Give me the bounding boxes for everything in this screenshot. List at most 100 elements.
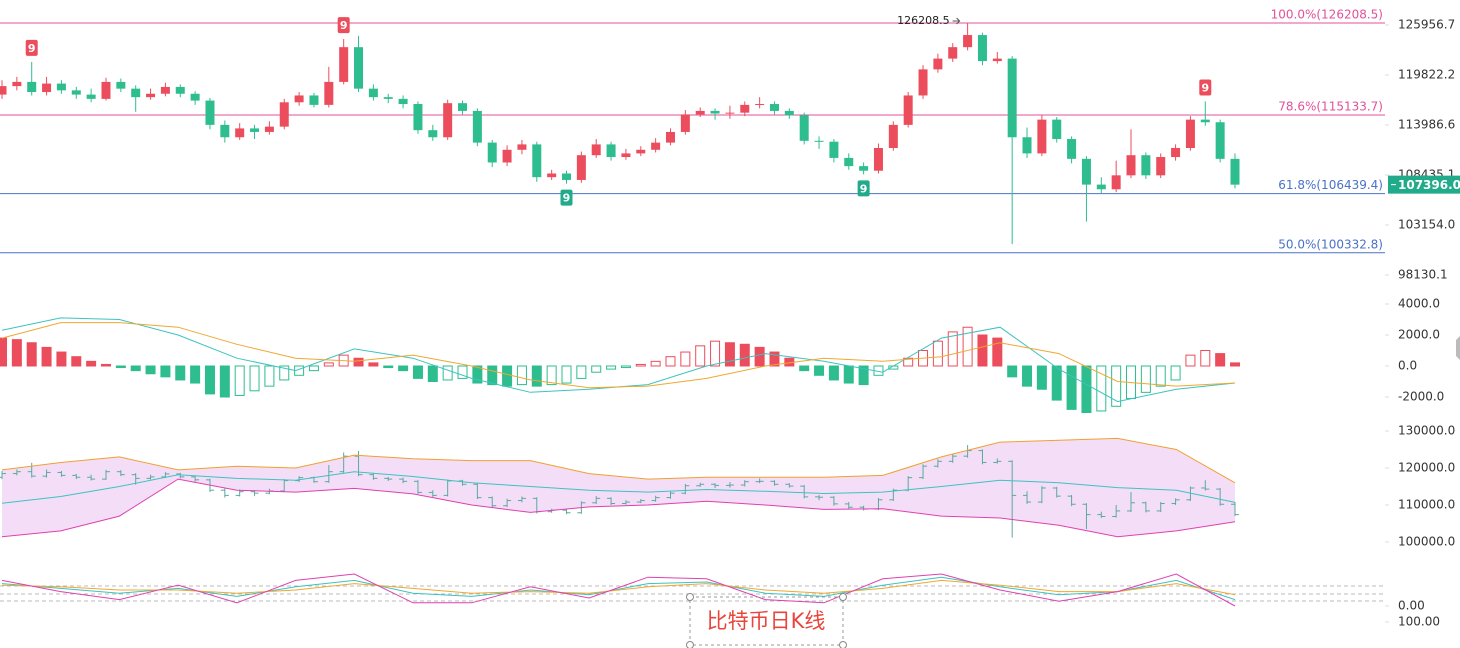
annotation-box: 比特币日K线 (686, 593, 847, 648)
macd-bar (502, 365, 513, 387)
y-tick-label: 110000.0 (1398, 498, 1455, 512)
candle-body (339, 47, 349, 82)
candle-body (368, 88, 378, 98)
macd-bar (11, 339, 22, 367)
candle-body (27, 81, 37, 93)
macd-bar (1140, 365, 1151, 393)
candle-body (116, 81, 126, 89)
candle-body (725, 112, 735, 114)
macd-bar (992, 337, 1003, 367)
macd-bar (86, 360, 97, 367)
candle-body (992, 58, 1002, 62)
macd-bar (234, 365, 245, 396)
candle-body (1156, 157, 1166, 176)
candle-body (86, 94, 96, 99)
macd-bar (398, 365, 409, 372)
indicator-line (1, 579, 1236, 596)
td-marker (337, 17, 350, 34)
macd-bar (71, 356, 82, 367)
y-tick-label: 130000.0 (1398, 424, 1455, 438)
macd-bar (1155, 365, 1166, 387)
candle-body (873, 147, 883, 171)
candle-body (472, 110, 482, 143)
candle-body (799, 115, 809, 141)
macd-bar (204, 365, 215, 395)
macd-bar (190, 365, 201, 384)
macd-bar (903, 357, 914, 367)
macd-bar (620, 365, 631, 369)
y-tick-label: 2000.0 (1398, 327, 1440, 341)
macd-bar (1096, 365, 1107, 412)
candle-body (1022, 137, 1032, 154)
td-marker (857, 180, 870, 197)
macd-bar (843, 365, 854, 384)
macd-bar (947, 331, 958, 367)
macd-bar (799, 365, 810, 372)
candle-body (784, 110, 794, 116)
candle-body (1096, 184, 1106, 190)
macd-bar (739, 343, 750, 367)
macd-bar (427, 365, 438, 382)
macd-bar (1185, 354, 1196, 367)
macd-bar (1170, 365, 1181, 381)
macd-bar (323, 362, 334, 367)
macd-bar (754, 346, 765, 367)
candle-body (888, 124, 898, 148)
candle-body (829, 141, 839, 158)
macd-bar (516, 365, 527, 386)
candle-body (1067, 139, 1077, 159)
y-tick-label: 0.0 (1398, 358, 1417, 372)
macd-bar (1215, 353, 1226, 367)
candle-body (175, 86, 185, 94)
candle-body (42, 83, 52, 93)
y-tick-label: 0.00 (1398, 599, 1425, 613)
candle-body (933, 58, 943, 70)
candle-body (56, 83, 66, 91)
candle-body (383, 97, 393, 99)
macd-bar (308, 365, 319, 372)
macd-bar (487, 365, 498, 386)
y-tick-label: -2000.0 (1398, 389, 1444, 403)
macd-bar (814, 365, 825, 376)
candle-body (324, 81, 334, 105)
macd-bar (932, 340, 943, 367)
macd-bar (1230, 362, 1240, 367)
candle-body (1185, 119, 1195, 148)
macd-bar (279, 365, 290, 381)
candle-body (562, 173, 572, 180)
macd-bar (145, 365, 156, 375)
macd-bar (1200, 349, 1211, 367)
price-tag-label: 107396.0 (1398, 178, 1460, 192)
candle-body (859, 166, 869, 171)
candle-body (502, 149, 512, 163)
candle-body (146, 93, 156, 98)
indicator-line (1, 322, 1236, 389)
td-marker (25, 39, 38, 56)
candle-body (458, 103, 468, 111)
handle (686, 593, 694, 601)
macd-bar (249, 365, 260, 392)
candle-body (250, 128, 260, 132)
macd-bar (219, 365, 230, 398)
macd-bar (100, 363, 111, 367)
candle-body (190, 93, 200, 101)
indicator-line (1, 471, 1236, 504)
y-tick-label: 113986.6 (1398, 118, 1455, 132)
candle-body (1171, 147, 1181, 158)
fib-label: 100.0%(126208.5) (1271, 8, 1383, 22)
candle-body (844, 157, 854, 167)
macd-bar (1111, 365, 1122, 407)
td-marker-label: 9 (340, 19, 348, 32)
y-tick-label: 125956.7 (1398, 18, 1455, 32)
candle-body (1200, 119, 1210, 123)
indicator-line (1, 573, 1236, 607)
candle-body (769, 104, 779, 111)
y-tick-label: 100.00 (1398, 615, 1440, 629)
macd-bar (561, 365, 572, 384)
high-label: 126208.5 (897, 14, 950, 27)
candle-body (606, 144, 616, 158)
candle-body (576, 155, 586, 180)
candle-body (680, 114, 690, 132)
